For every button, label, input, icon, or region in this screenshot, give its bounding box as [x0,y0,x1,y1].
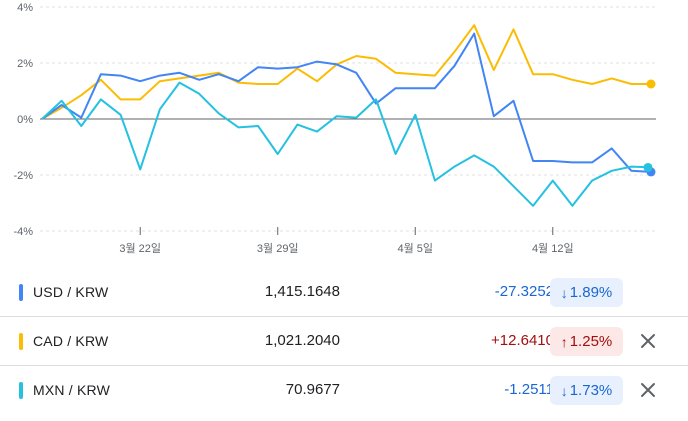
currency-comparison-chart: 4% 2% 0% -2% -4% 3월 22일 3월 29일 4월 5일 4월 12일 [13,2,656,255]
series-line-cad-krw [41,24,651,120]
price-change-value: +12.6410 [491,332,554,349]
series-line-mxn-krw [41,81,652,207]
x-tick-label: 4월 12일 [532,241,574,255]
series-end-dot [643,162,653,172]
series-color-swatch [19,284,23,301]
percent-change-value: 1.89% [569,284,613,301]
currency-list: USD / KRW 1,415.1648 -27.3252 ↓ 1.89% CA… [0,268,688,414]
y-tick-label: 2% [17,58,33,70]
percent-change-badge: ↓ 1.89% [550,278,623,307]
currency-row-usd-krw[interactable]: USD / KRW 1,415.1648 -27.3252 ↓ 1.89% [0,268,688,317]
price-change-value: -27.3252 [494,283,554,300]
chart-grid [40,6,656,232]
x-tick-label: 3월 29일 [257,241,299,255]
arrow-down-icon: ↓ [560,382,568,399]
y-axis-ticks: 4% 2% 0% -2% -4% [13,2,33,238]
percent-change-badge: ↑ 1.25% [550,327,623,356]
series-lines [41,24,652,207]
currency-pair-label: MXN / KRW [33,382,110,398]
y-tick-label: 0% [17,114,33,126]
series-end-dots [643,79,656,177]
x-tick-label: 4월 5일 [397,241,433,255]
price-change-value: -1.2511 [504,381,554,398]
exchange-rate-value: 70.9677 [285,381,340,398]
currency-pair-label: CAD / KRW [33,333,109,349]
percent-change-value: 1.73% [569,382,613,399]
percent-change-value: 1.25% [569,333,613,350]
y-tick-label: 4% [17,2,33,14]
y-tick-label: -2% [13,170,33,182]
close-icon[interactable] [636,329,660,353]
y-tick-label: -4% [13,226,33,238]
series-line-usd-krw [41,32,652,173]
x-tick-label: 3월 22일 [119,241,161,255]
percent-change-badge: ↓ 1.73% [550,376,623,405]
arrow-down-icon: ↓ [560,284,568,301]
close-icon[interactable] [636,378,660,402]
arrow-up-icon: ↑ [560,333,568,350]
currency-row-cad-krw[interactable]: CAD / KRW 1,021.2040 +12.6410 ↑ 1.25% [0,317,688,366]
currency-row-mxn-krw[interactable]: MXN / KRW 70.9677 -1.2511 ↓ 1.73% [0,366,688,414]
x-axis-ticks: 3월 22일 3월 29일 4월 5일 4월 12일 [119,227,574,255]
series-color-swatch [19,333,23,350]
exchange-rate-value: 1,415.1648 [264,283,340,300]
currency-pair-label: USD / KRW [33,284,109,300]
exchange-rate-value: 1,021.2040 [264,332,340,349]
series-end-dot [646,79,656,89]
series-color-swatch [19,382,23,399]
